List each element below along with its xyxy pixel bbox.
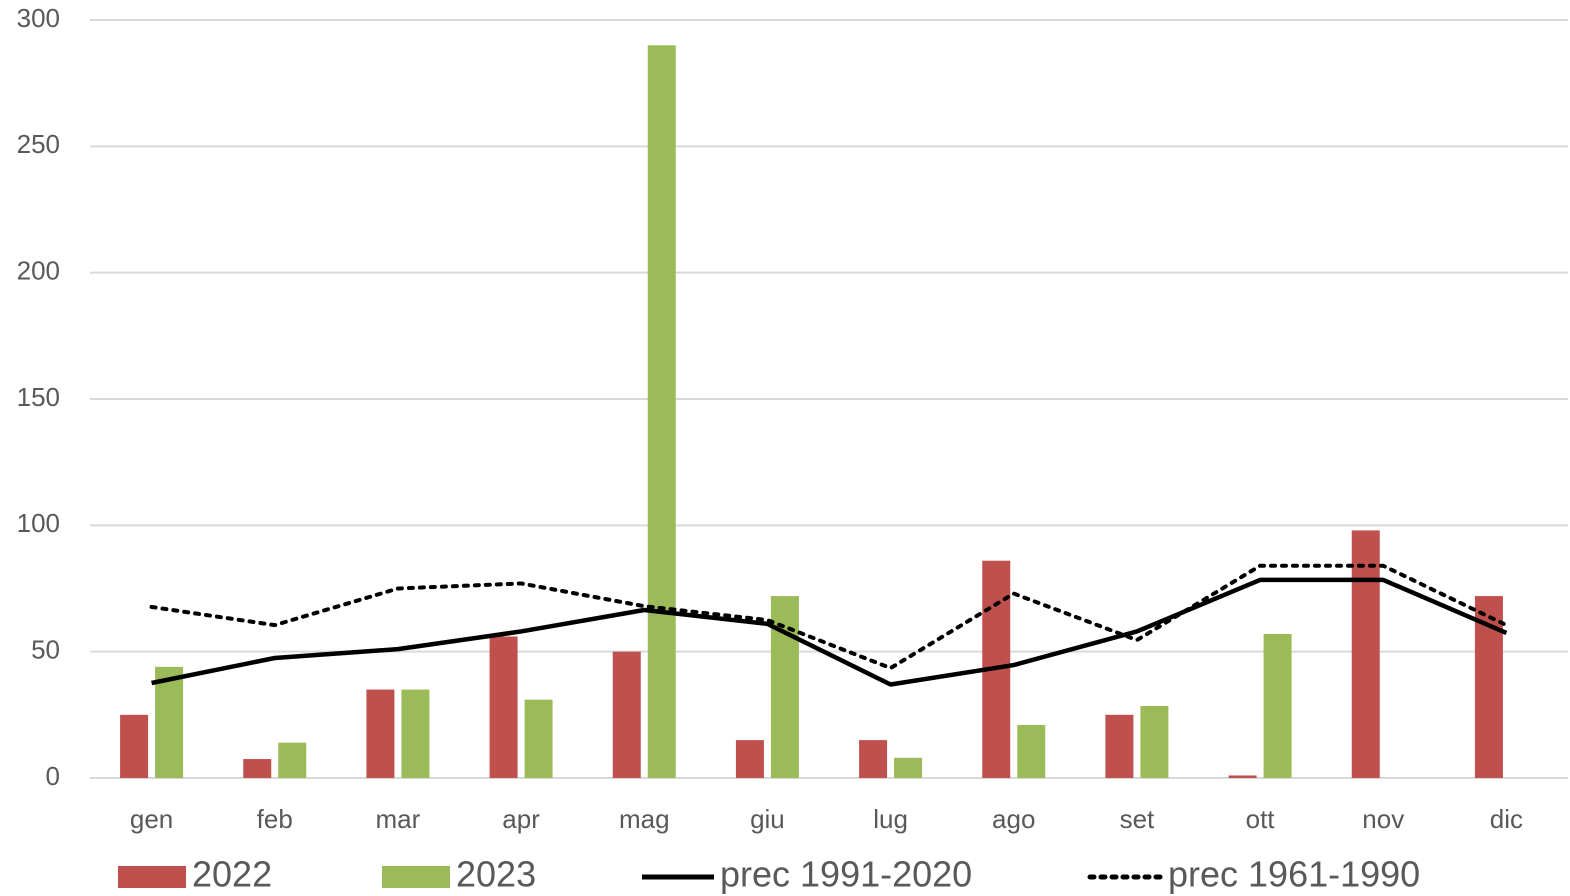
- bar: [401, 689, 430, 778]
- x-tick-label: apr: [502, 804, 540, 834]
- bar: [120, 714, 149, 778]
- bar: [894, 757, 923, 778]
- x-tick-label: set: [1120, 804, 1155, 834]
- y-tick-label: 100: [17, 508, 60, 538]
- x-tick-label: giu: [750, 804, 785, 834]
- bar: [243, 759, 272, 778]
- bar: [1140, 705, 1169, 778]
- y-tick-label: 0: [46, 761, 60, 791]
- bar: [366, 689, 395, 778]
- bar: [155, 666, 184, 778]
- line: [151, 577, 1508, 687]
- x-tick-label: ott: [1246, 804, 1276, 834]
- line: [149, 563, 1509, 671]
- x-tick-label: mag: [619, 804, 670, 834]
- y-tick-label: 150: [17, 382, 60, 412]
- bar: [1351, 530, 1380, 778]
- bar: [278, 742, 307, 778]
- legend-label: prec 1961-1990: [1168, 854, 1420, 895]
- bar: [489, 636, 518, 778]
- x-tick-label: lug: [873, 804, 908, 834]
- y-tick-label: 250: [17, 129, 60, 159]
- x-tick-label: nov: [1362, 804, 1404, 834]
- y-tick-label: 300: [17, 3, 60, 33]
- x-tick-label: mar: [376, 804, 421, 834]
- bar: [524, 699, 553, 778]
- x-tick-label: dic: [1490, 804, 1523, 834]
- x-tick-label: ago: [992, 804, 1035, 834]
- y-tick-label: 200: [17, 256, 60, 286]
- bar: [859, 740, 888, 778]
- legend-label: 2022: [192, 854, 272, 895]
- bar: [647, 45, 676, 779]
- legend-swatch: [382, 866, 450, 888]
- bar: [612, 651, 641, 778]
- bar: [1263, 633, 1292, 778]
- x-tick-label: gen: [130, 804, 173, 834]
- bar: [735, 740, 764, 778]
- bar: [1105, 714, 1134, 778]
- legend-swatch: [118, 866, 186, 888]
- x-tick-label: feb: [257, 804, 293, 834]
- legend-label: prec 1991-2020: [720, 854, 972, 895]
- bar: [770, 596, 799, 778]
- legend-label: 2023: [456, 854, 536, 895]
- bar: [1017, 724, 1046, 778]
- y-tick-label: 50: [31, 635, 60, 665]
- bar: [1228, 775, 1257, 778]
